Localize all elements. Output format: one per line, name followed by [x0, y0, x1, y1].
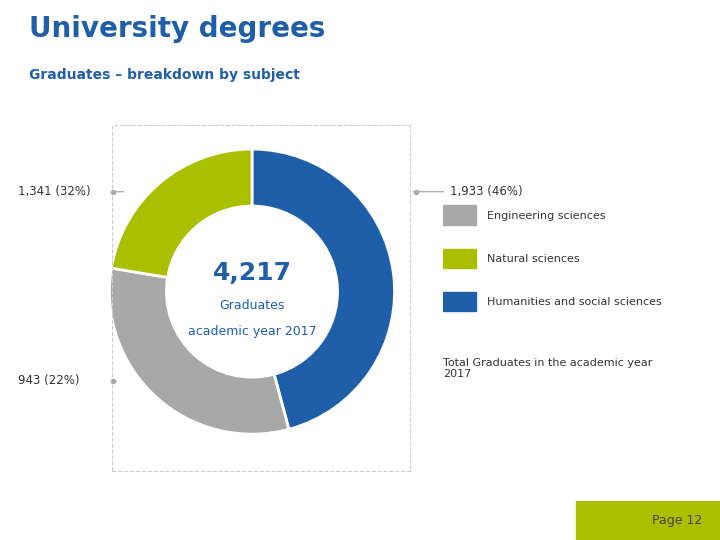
Bar [443, 205, 477, 225]
Text: 943 (22%): 943 (22%) [18, 374, 79, 387]
Text: Graduates: Graduates [220, 299, 284, 312]
Text: 4,217: 4,217 [212, 261, 292, 285]
Wedge shape [109, 268, 289, 434]
Text: Natural sciences: Natural sciences [487, 254, 580, 264]
Text: Graduates – breakdown by subject: Graduates – breakdown by subject [29, 68, 300, 82]
Text: Page 12: Page 12 [652, 514, 702, 527]
Bar [576, 501, 720, 540]
Bar [443, 292, 477, 312]
Wedge shape [252, 149, 395, 429]
Text: academic year 2017: academic year 2017 [188, 325, 316, 338]
Text: Humanities and social sciences: Humanities and social sciences [487, 298, 662, 307]
Text: 1,341 (32%): 1,341 (32%) [18, 185, 91, 198]
Text: 1,933 (46%): 1,933 (46%) [450, 185, 523, 198]
Text: Engineering sciences: Engineering sciences [487, 211, 606, 221]
Text: Total Graduates in the academic year
2017: Total Graduates in the academic year 201… [443, 357, 652, 379]
Text: University degrees: University degrees [29, 15, 325, 43]
Wedge shape [112, 149, 252, 278]
Bar [443, 248, 477, 268]
